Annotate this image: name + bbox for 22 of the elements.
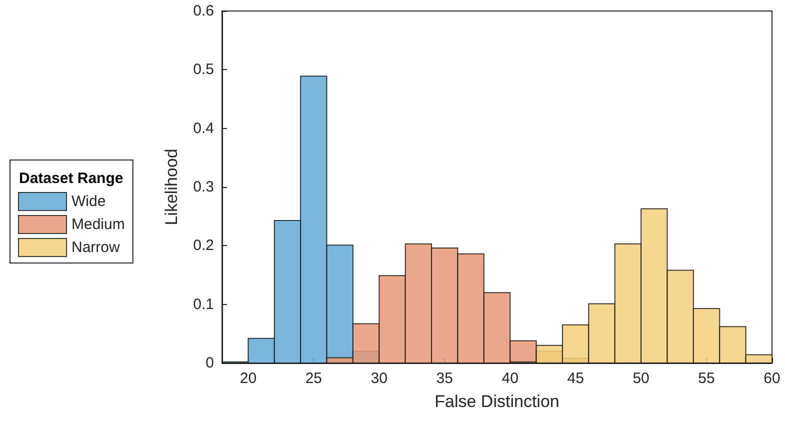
y-tick-label: 0.3 <box>193 178 214 196</box>
y-tick-label: 0.1 <box>193 296 214 313</box>
y-tick-label: 0 <box>206 354 214 372</box>
legend-label: Narrow <box>72 239 120 256</box>
legend-title: Dataset Range <box>19 170 124 187</box>
x-tick-label: 25 <box>305 370 322 387</box>
x-tick-label: 55 <box>698 370 715 387</box>
legend-label: Wide <box>72 193 106 210</box>
y-tick-label: 0.4 <box>193 120 214 137</box>
x-tick-label: 30 <box>370 370 388 387</box>
x-tick-label: 45 <box>567 370 584 387</box>
x-tick-label: 35 <box>436 370 453 387</box>
x-tick-label: 40 <box>502 370 518 387</box>
y-tick-label: 0.5 <box>193 61 214 78</box>
x-tick-label: 20 <box>240 370 257 387</box>
x-axis-title: False Distinction <box>434 392 560 411</box>
y-axis-title: Likelihood <box>162 148 181 226</box>
y-tick-label: 0.2 <box>193 237 214 254</box>
y-tick-label: 0.6 <box>193 2 214 20</box>
x-tick-label: 60 <box>764 370 780 387</box>
legend-label: Medium <box>72 216 125 233</box>
x-tick-label: 50 <box>632 370 650 387</box>
